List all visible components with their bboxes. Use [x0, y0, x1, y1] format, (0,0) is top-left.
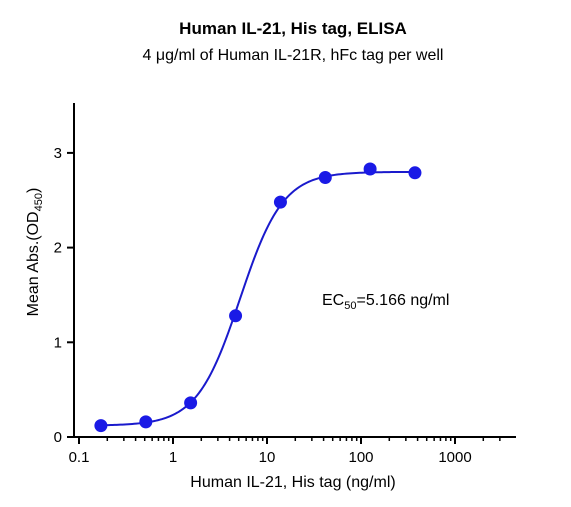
- y-axis-label: Mean Abs.(OD450): [25, 188, 45, 317]
- data-point: [139, 415, 153, 429]
- ec50-annotation-subscript: 50: [344, 300, 356, 312]
- y-axis-label-close: ): [25, 188, 42, 193]
- data-point: [184, 396, 198, 410]
- y-tick-label: 3: [54, 145, 62, 162]
- y-tick-label: 2: [54, 240, 62, 257]
- y-tick-label: 1: [54, 334, 62, 351]
- data-points-layer: [94, 162, 422, 433]
- ec50-annotation: EC50=5.166 ng/ml: [322, 292, 449, 312]
- axes: [73, 103, 516, 438]
- x-axis-ticks: 0.1 1 10 100 1000: [69, 437, 501, 466]
- data-point: [408, 166, 422, 180]
- y-axis-label-main: Mean Abs.(OD: [25, 211, 42, 316]
- chart-title: Human IL-21, His tag, ELISA: [179, 19, 407, 38]
- y-axis-label-subscript: 450: [33, 193, 45, 211]
- x-tick-label: 0.1: [69, 449, 90, 466]
- y-tick-label: 0: [54, 429, 62, 446]
- data-point: [318, 171, 332, 185]
- ec50-annotation-prefix: EC: [322, 292, 344, 309]
- fit-curve: [100, 170, 415, 427]
- data-point: [229, 309, 243, 323]
- x-axis-label: Human IL-21, His tag (ng/ml): [190, 474, 395, 491]
- x-tick-label: 1: [169, 449, 177, 466]
- data-point: [363, 162, 377, 176]
- fit-curve-layer: [100, 170, 415, 427]
- data-point: [273, 195, 287, 209]
- x-tick-label: 10: [259, 449, 276, 466]
- x-tick-label: 1000: [438, 449, 471, 466]
- y-axis-ticks: 0 1 2 3: [54, 145, 74, 446]
- chart-subtitle: 4 μg/ml of Human IL-21R, hFc tag per wel…: [143, 47, 444, 64]
- ec50-annotation-value: =5.166 ng/ml: [356, 292, 449, 309]
- data-point: [94, 419, 108, 433]
- x-tick-label: 100: [348, 449, 373, 466]
